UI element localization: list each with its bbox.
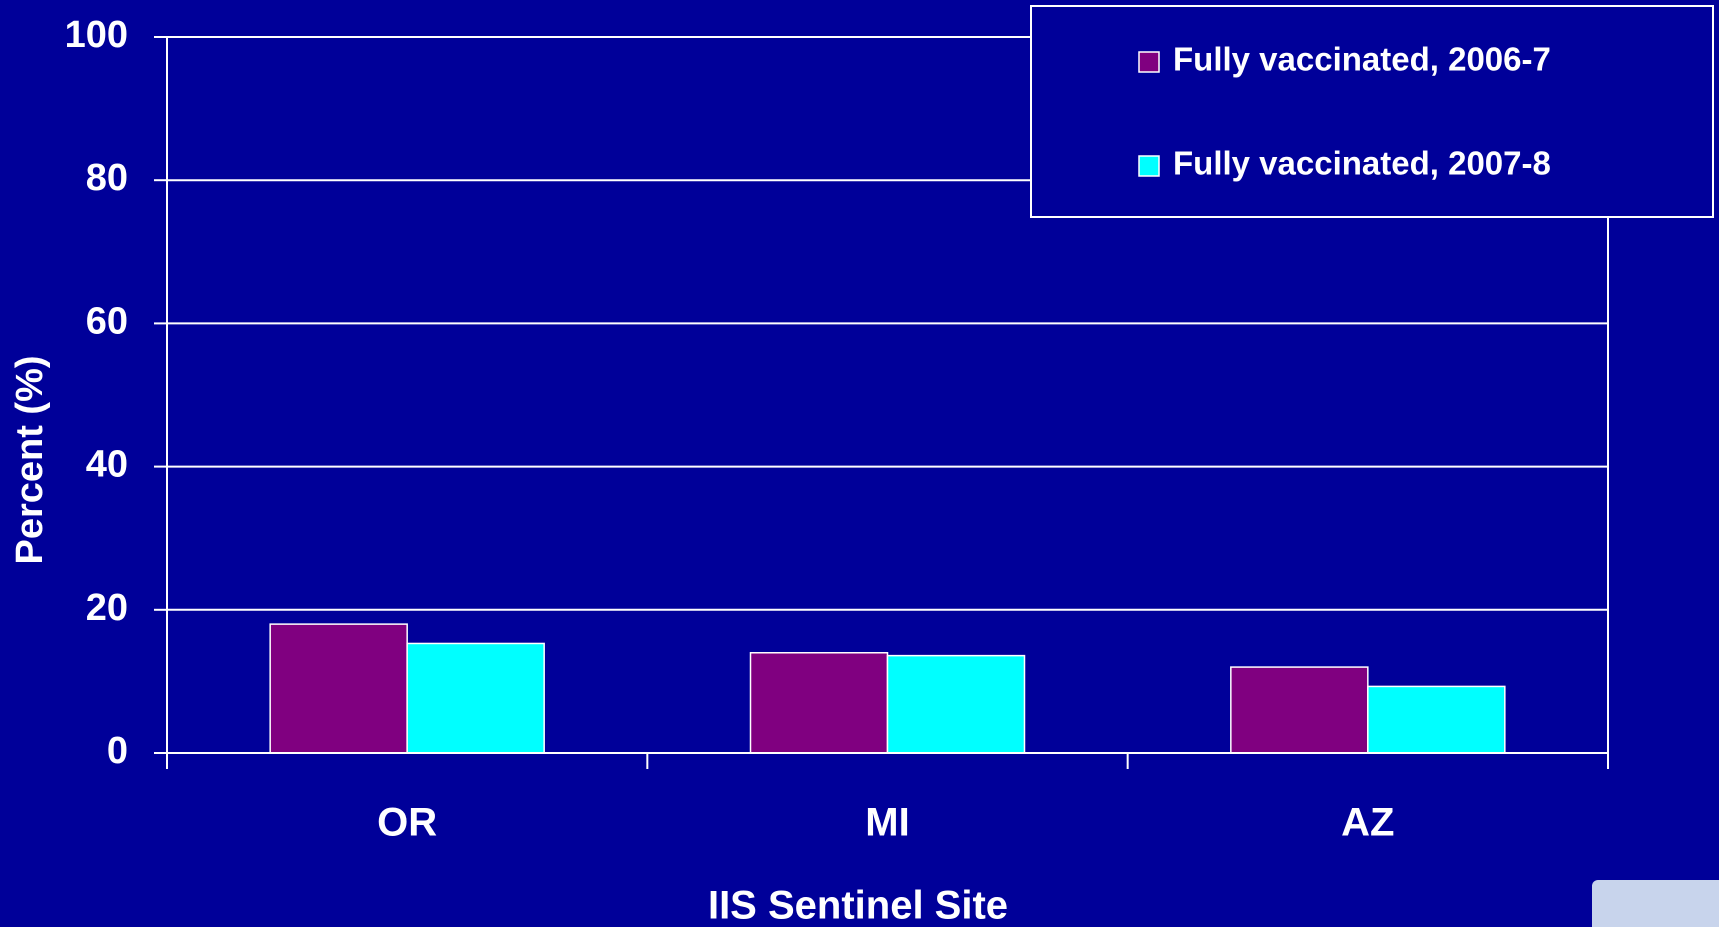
bar bbox=[406, 642, 545, 754]
legend-swatch bbox=[1138, 51, 1160, 73]
bar bbox=[1230, 666, 1369, 754]
y-tick-label: 100 bbox=[65, 14, 128, 56]
bar bbox=[269, 623, 408, 754]
legend-label: Fully vaccinated, 2006-7 bbox=[1173, 41, 1551, 78]
x-axis-title: IIS Sentinel Site bbox=[708, 884, 1008, 927]
logo bbox=[1592, 880, 1719, 927]
y-tick-label: 40 bbox=[86, 444, 128, 486]
legend-swatch bbox=[1138, 155, 1160, 177]
bar bbox=[749, 652, 889, 754]
x-tick-label: MI bbox=[865, 801, 909, 845]
bar bbox=[1367, 685, 1506, 754]
y-axis-title: Percent (%) bbox=[9, 355, 51, 564]
y-tick-label: 60 bbox=[86, 300, 128, 342]
y-tick-label: 0 bbox=[107, 730, 128, 772]
x-tick-label: AZ bbox=[1341, 801, 1394, 845]
y-tick-label: 80 bbox=[86, 157, 128, 199]
legend-box bbox=[1030, 5, 1714, 218]
legend-label: Fully vaccinated, 2007-8 bbox=[1173, 145, 1551, 182]
x-tick-label: OR bbox=[377, 801, 437, 845]
y-tick-label: 20 bbox=[86, 587, 128, 629]
bar bbox=[886, 654, 1026, 754]
